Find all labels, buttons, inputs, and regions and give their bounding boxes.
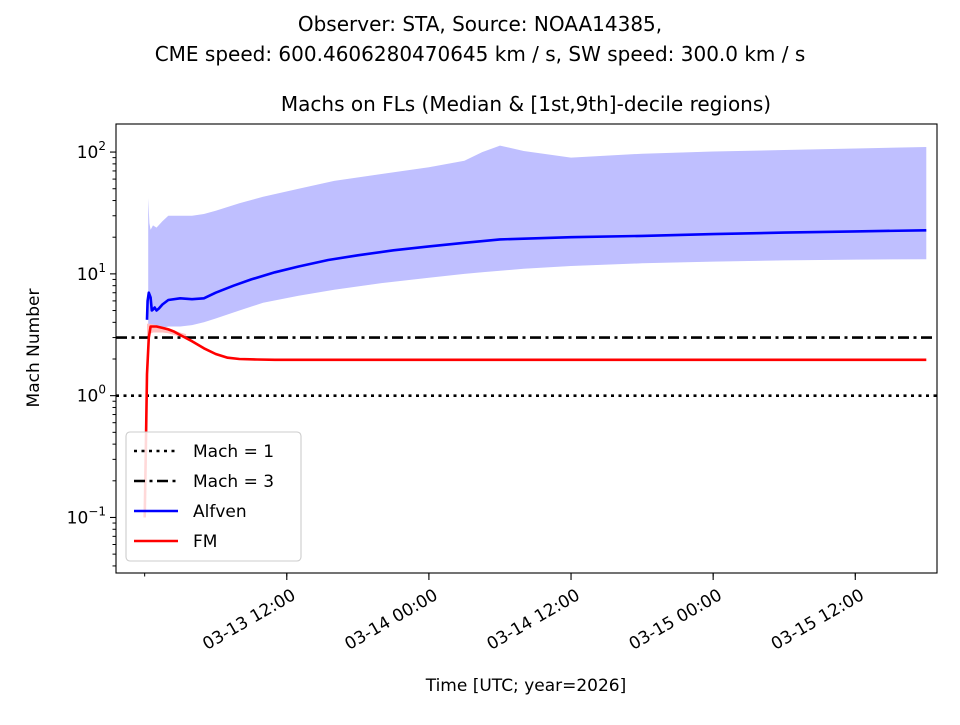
x-tick-label: 03-15 00:00 [626, 585, 726, 654]
legend-label: Mach = 3 [193, 472, 274, 492]
legend-label: FM [193, 532, 217, 552]
legend-label: Mach = 1 [193, 442, 274, 462]
y-tick-label: 100 [77, 383, 106, 407]
plot-content [116, 145, 937, 518]
y-tick-label: 101 [77, 261, 106, 285]
y-tick-label: 10−1 [67, 504, 106, 528]
figure-title-line-2: CME speed: 600.4606280470645 km / s, SW … [155, 42, 806, 66]
legend-label: Alfven [193, 502, 247, 522]
figure-title-line-1: Observer: STA, Source: NOAA14385, [298, 12, 662, 36]
axes-frame [115, 123, 938, 574]
median-line-fm [143, 325, 927, 518]
axes-title: Machs on FLs (Median & [1st,9th]-decile … [281, 92, 771, 116]
x-axis-label: Time [UTC; year=2026] [425, 676, 627, 696]
x-tick-label: 03-14 00:00 [342, 585, 442, 654]
x-tick-label: 03-13 12:00 [199, 585, 299, 654]
x-axis-ticks: 03-13 12:00 03-14 00:00 03-14 12:00 03-15 0… [144, 573, 868, 655]
median-line-alfven [145, 229, 927, 320]
y-axis-ticks: 10−1 100 101 102 [67, 139, 116, 567]
legend: Mach = 1 Mach = 3 Alfven FM [125, 431, 302, 562]
x-tick-label: 03-14 12:00 [484, 585, 584, 654]
legend-box [125, 431, 302, 562]
y-tick-label: 102 [77, 139, 106, 163]
y-axis-label: Mach Number [24, 289, 44, 408]
x-tick-label: 03-15 12:00 [768, 585, 868, 654]
plot-area: 10−1 100 101 102 03-13 12:00 03-14 00:00 03-14… [67, 123, 938, 655]
